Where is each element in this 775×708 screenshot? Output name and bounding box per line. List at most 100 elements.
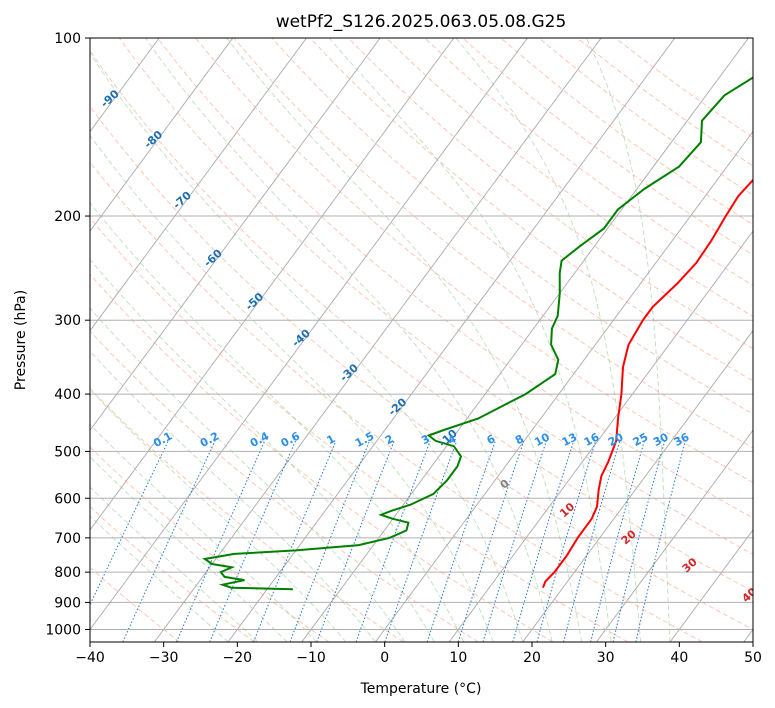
dry-adiabat-line	[615, 38, 753, 139]
moist-adiabat-label: 0	[498, 477, 513, 492]
mixing-ratio-label: 2	[383, 432, 396, 447]
dry-adiabat-line	[309, 38, 753, 382]
moist-adiabat-line	[90, 52, 524, 642]
moist-adiabat-line	[90, 307, 406, 642]
y-axis: 100 200 300 400 500 600 700 800 900 1000	[45, 31, 90, 638]
series-line-dewpoint	[202, 76, 753, 591]
mixing-ratio-line	[512, 440, 575, 642]
moist-adiabat-line	[90, 423, 317, 642]
dry-adiabat-line	[462, 38, 753, 256]
dry-adiabat-line	[90, 387, 404, 642]
isotherm-label: -80	[142, 128, 166, 151]
isotherm-label: -100	[45, 53, 74, 81]
x-tick-label: −20	[223, 650, 253, 666]
moist-adiabat-line	[90, 515, 229, 642]
moist-adiabat-label: 10	[557, 500, 577, 520]
mixing-ratio-line	[590, 440, 645, 642]
y-tick-label: 400	[54, 387, 81, 403]
mixing-ratio-line	[90, 440, 169, 606]
mixing-ratio-label: 20	[606, 430, 626, 449]
y-tick-label: 700	[54, 531, 81, 547]
moist-adiabat-line	[90, 388, 347, 642]
moist-adiabat-label: 20	[619, 527, 639, 547]
mixing-ratio-label: 0.4	[248, 429, 272, 450]
chart-title: wetPf2_S126.2025.063.05.08.G25	[276, 12, 567, 32]
y-tick-label: 300	[54, 313, 81, 329]
mixing-ratio-line	[635, 440, 686, 642]
isotherm-label: -30	[337, 361, 361, 384]
mixing-ratio-line	[253, 440, 337, 642]
background-lines	[0, 38, 753, 642]
x-axis: −40 −30 −20 −10 0 10 20 30 40 50	[75, 642, 762, 666]
dry-adiabat-line	[500, 38, 753, 226]
mixing-ratio-label: 1	[325, 432, 338, 447]
mixing-ratio-label: 25	[631, 430, 651, 449]
mixing-ratio-label: 13	[560, 430, 580, 449]
mixing-ratio-label: 36	[672, 430, 692, 449]
isotherm-line	[90, 38, 307, 332]
isotherm-line	[90, 38, 455, 531]
x-tick-label: −40	[75, 650, 105, 666]
moist-adiabat-line	[585, 38, 671, 642]
mixing-ratio-line	[355, 440, 431, 642]
mixing-ratio-line	[612, 440, 666, 642]
moist-adiabat-line	[90, 134, 494, 642]
isotherm-line	[90, 38, 528, 631]
moist-adiabat-line	[145, 38, 553, 642]
moist-adiabat-line	[90, 350, 376, 642]
mixing-ratio-label: 0.1	[151, 429, 174, 450]
mixing-ratio-line	[426, 440, 496, 642]
y-tick-label: 100	[54, 31, 81, 47]
dry-adiabat-line	[90, 446, 330, 642]
x-tick-label: −10	[296, 650, 326, 666]
y-tick-label: 1000	[45, 622, 81, 638]
dry-adiabat-line	[157, 38, 753, 519]
isotherm-line	[90, 38, 381, 432]
dry-adiabat-line	[90, 105, 753, 631]
x-tick-label: 20	[523, 650, 541, 666]
plot-frame	[89, 37, 754, 643]
mixing-ratio-label: 10	[532, 430, 552, 449]
dry-adiabat-line	[90, 217, 628, 642]
y-tick-label: 600	[54, 491, 81, 507]
x-tick-label: 40	[670, 650, 688, 666]
moist-adiabat-line	[90, 486, 258, 642]
mixing-ratio-label: 30	[651, 430, 671, 449]
mixing-ratio-line	[209, 440, 296, 642]
mixing-ratio-line	[482, 440, 547, 642]
mixing-ratio-label: 8	[513, 432, 526, 447]
y-tick-label: 900	[54, 595, 81, 611]
moist-adiabat-line	[226, 38, 583, 642]
pressure-grid	[90, 38, 753, 630]
dry-adiabat-line	[347, 38, 753, 349]
isotherm-line	[375, 130, 753, 642]
dry-adiabat-line	[576, 38, 753, 167]
x-tick-label: 50	[744, 650, 762, 666]
mixing-ratio-line	[384, 440, 458, 642]
y-tick-label: 800	[54, 565, 81, 581]
dry-adiabat-line	[90, 330, 479, 642]
mixing-ratio-label: 6	[485, 432, 498, 447]
dry-adiabat-line	[90, 50, 753, 592]
mixing-ratio-line	[176, 440, 266, 642]
x-tick-label: 30	[597, 650, 615, 666]
dry-adiabat-line	[118, 38, 753, 555]
moist-adiabat-line	[90, 258, 435, 642]
moist-adiabat-line	[90, 202, 465, 642]
x-axis-label: Temperature (°C)	[360, 681, 482, 697]
dry-adiabat-line	[424, 38, 753, 286]
profile-lines	[202, 76, 753, 591]
dry-adiabat-line	[90, 161, 703, 642]
x-tick-label: 0	[380, 650, 389, 666]
dry-adiabat-line	[90, 273, 554, 642]
moist-adiabat-line	[90, 456, 288, 642]
isotherm-line	[154, 38, 602, 642]
dry-adiabat-line	[271, 38, 753, 415]
isotherm-label: -90	[98, 87, 122, 110]
isotherm-label: -60	[201, 246, 225, 269]
dry-adiabat-line	[386, 38, 753, 318]
isotherm-line	[0, 38, 12, 642]
mixing-ratio-label: 16	[582, 430, 602, 449]
mixing-ratio-line	[563, 440, 621, 642]
